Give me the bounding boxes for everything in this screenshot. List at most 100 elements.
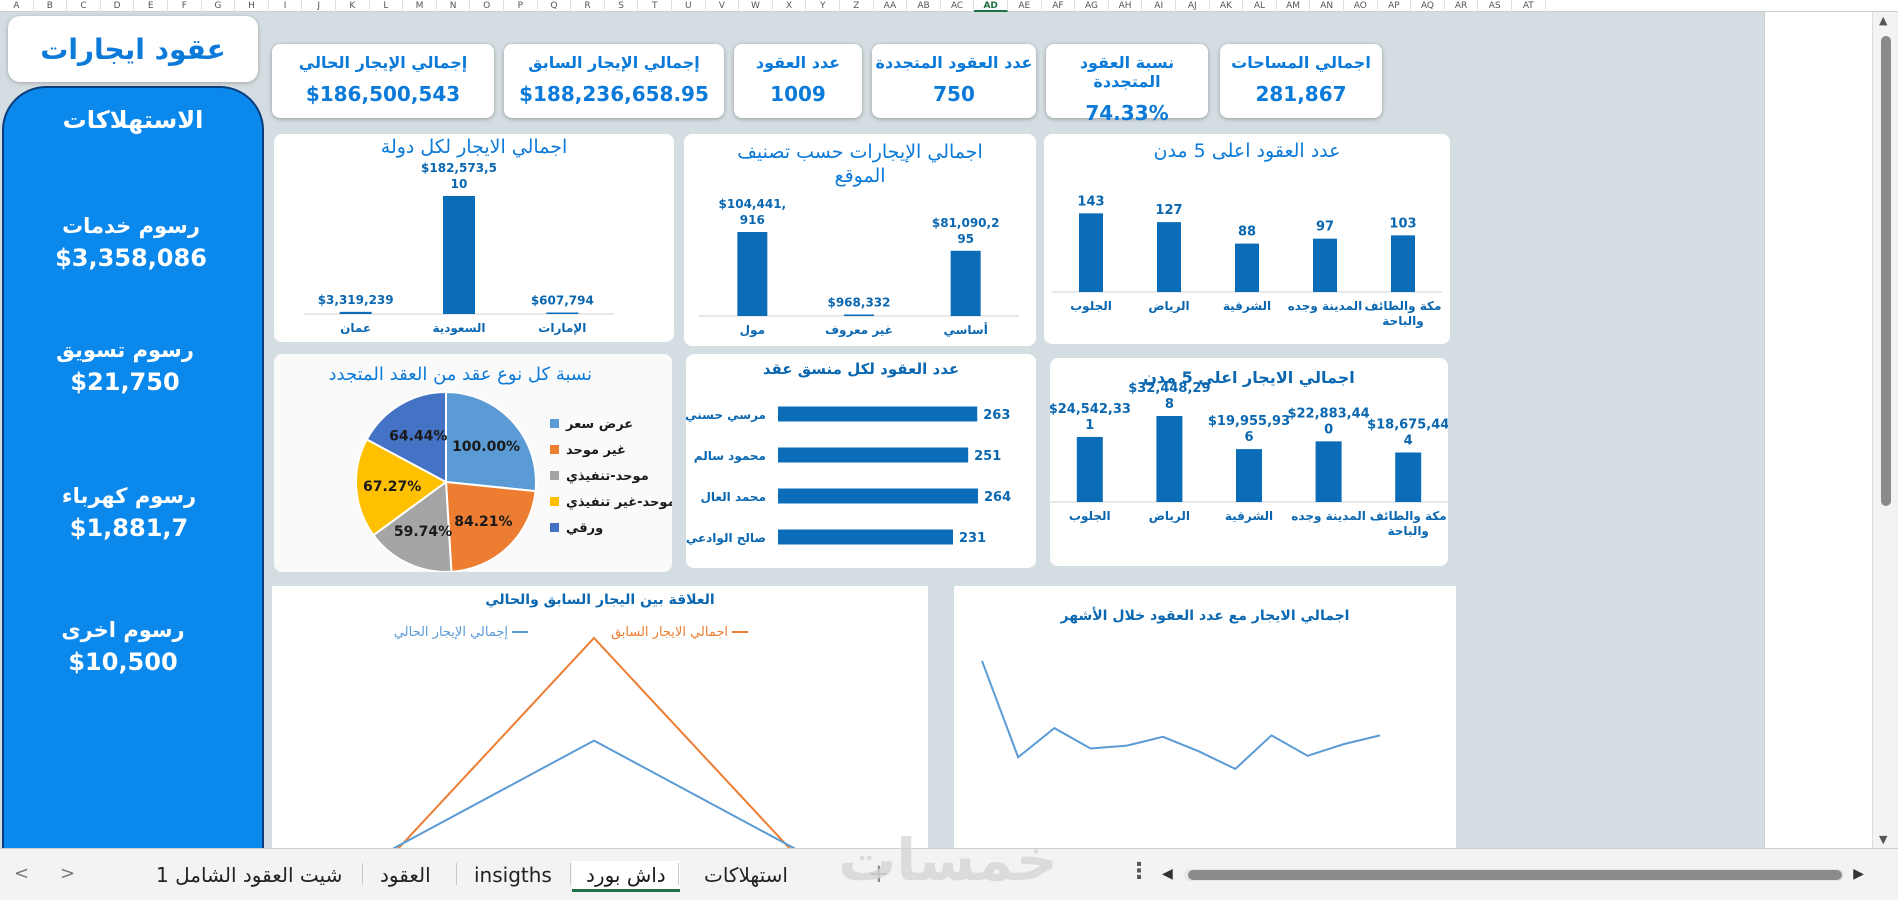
horizontal-scroll-thumb[interactable] bbox=[1188, 870, 1842, 880]
scroll-down-icon[interactable]: ▼ bbox=[1879, 833, 1888, 846]
column-header[interactable]: AP bbox=[1378, 0, 1412, 12]
column-header[interactable]: AJ bbox=[1176, 0, 1210, 12]
column-header[interactable]: P bbox=[504, 0, 538, 12]
chart-renewal-type-share[interactable]: نسبة كل نوع عقد من العقد المتجدد 100.00%… bbox=[274, 354, 672, 572]
data-label: $19,955,93 6 bbox=[1208, 414, 1290, 445]
column-header[interactable]: X bbox=[773, 0, 807, 12]
vertical-scrollbar[interactable]: ▲ ▼ bbox=[1872, 12, 1898, 848]
data-label: 251 bbox=[974, 449, 1001, 464]
scroll-right-icon[interactable]: ▶ bbox=[1853, 866, 1864, 882]
sheet-tab-active[interactable]: داش بورد bbox=[572, 861, 680, 892]
data-label: 88 bbox=[1238, 225, 1256, 240]
slice-label: 100.00% bbox=[452, 439, 520, 455]
kpi-renewed-ratio: نسبة العقود المتجددة 74.33% bbox=[1046, 44, 1208, 125]
column-header[interactable]: J bbox=[302, 0, 336, 12]
column-header[interactable]: S bbox=[605, 0, 639, 12]
column-header[interactable]: K bbox=[336, 0, 370, 12]
sheet-tab[interactable]: insigths bbox=[474, 863, 552, 887]
column-header[interactable]: Q bbox=[538, 0, 572, 12]
column-header[interactable]: B bbox=[34, 0, 68, 12]
column-header[interactable]: F bbox=[168, 0, 202, 12]
column-header[interactable]: AB bbox=[907, 0, 941, 12]
more-options-icon[interactable]: ⋮ bbox=[1128, 859, 1150, 884]
chart-prev-vs-current-rent[interactable]: العلاقة بين اليجار السابق والحالي اجمالي… bbox=[272, 586, 928, 848]
column-header[interactable]: AA bbox=[874, 0, 908, 12]
dashboard-title-box: عقود ايجارات bbox=[8, 16, 258, 82]
column-header[interactable]: AN bbox=[1310, 0, 1344, 12]
chart-contracts-top5-cities[interactable]: عدد العقود اعلى 5 مدن 143 الجلوب 127 الرياض… bbox=[1044, 134, 1450, 344]
scroll-left-icon[interactable]: ◀ bbox=[1162, 866, 1173, 882]
sheet-tab[interactable]: شيت العقود الشامل 1 bbox=[156, 863, 343, 887]
chart-title: نسبة كل نوع عقد من العقد المتجدد bbox=[328, 364, 593, 385]
chart-title: اجمالي الايجار مع عدد العقود خلال الأشهر bbox=[1060, 608, 1350, 624]
chart-rent-by-month[interactable]: اجمالي الايجار مع عدد العقود خلال الأشهر bbox=[954, 586, 1456, 848]
scroll-up-icon[interactable]: ▲ bbox=[1879, 14, 1888, 27]
kpi-value: 281,867 bbox=[1255, 82, 1347, 106]
category-label: الشرقية bbox=[1223, 299, 1271, 313]
column-header[interactable]: D bbox=[101, 0, 135, 12]
column-header[interactable]: AG bbox=[1075, 0, 1109, 12]
tab-separator bbox=[570, 863, 571, 885]
horizontal-scrollbar[interactable]: ◀ ▶ bbox=[1162, 866, 1864, 883]
column-header[interactable]: AE bbox=[1008, 0, 1042, 12]
bar bbox=[778, 447, 969, 463]
column-header[interactable]: AT bbox=[1512, 0, 1546, 12]
column-header[interactable]: Z bbox=[840, 0, 874, 12]
bar bbox=[1236, 449, 1262, 502]
column-header[interactable]: M bbox=[403, 0, 437, 12]
add-sheet-icon[interactable]: + bbox=[868, 859, 890, 889]
column-header[interactable]: AF bbox=[1042, 0, 1076, 12]
chart-contracts-per-coordinator[interactable]: عدد العقود لكل منسق عقد 263 مرسي حسني 251 م… bbox=[686, 354, 1036, 568]
column-header[interactable]: N bbox=[437, 0, 471, 12]
column-header[interactable]: A bbox=[0, 0, 34, 12]
column-header[interactable]: T bbox=[638, 0, 672, 12]
sheet-tab[interactable]: العقود bbox=[380, 863, 431, 887]
sheet-tab[interactable]: استهلاكات bbox=[704, 863, 788, 887]
tab-separator bbox=[678, 863, 679, 885]
legend-swatch bbox=[550, 419, 559, 428]
empty-grid-area[interactable] bbox=[1764, 12, 1872, 848]
column-header[interactable]: O bbox=[470, 0, 504, 12]
data-label: 143 bbox=[1077, 194, 1104, 209]
chart-title: عدد العقود لكل منسق عقد bbox=[762, 360, 960, 378]
column-header[interactable]: H bbox=[235, 0, 269, 12]
category-label: الجلوب bbox=[1069, 509, 1111, 524]
column-header[interactable]: Y bbox=[806, 0, 840, 12]
column-header[interactable]: AO bbox=[1344, 0, 1378, 12]
column-header[interactable]: W bbox=[739, 0, 773, 12]
column-header[interactable]: AS bbox=[1478, 0, 1512, 12]
category-label: السعودية bbox=[432, 321, 485, 336]
legend-label: موحد-غير تنفيذي bbox=[566, 495, 672, 510]
column-header[interactable]: L bbox=[370, 0, 404, 12]
category-label: المدينة وجده bbox=[1291, 509, 1366, 524]
column-header[interactable]: C bbox=[67, 0, 101, 12]
column-header[interactable]: R bbox=[571, 0, 605, 12]
column-header[interactable]: AD bbox=[974, 0, 1008, 12]
column-header[interactable]: G bbox=[202, 0, 236, 12]
tabs-next-icon[interactable]: > bbox=[60, 863, 76, 884]
column-header[interactable]: I bbox=[269, 0, 303, 12]
chart-rent-top5-cities[interactable]: اجمالي الايجار اعلى 5 مدن $24,542,33 1 الج… bbox=[1050, 358, 1448, 566]
kpi-contracts-count: عدد العقود 1009 bbox=[734, 44, 862, 118]
chart-rent-by-location-class[interactable]: اجمالي الإيجارات حسب تصنيف الموقع $104,4… bbox=[684, 134, 1036, 346]
column-header-strip: A B C D E F G H I J K L M N O P Q R S T U V W X Y Z AA AB AC AD AE AF AG… bbox=[0, 0, 1898, 12]
data-label: $32,448,29 8 bbox=[1128, 381, 1210, 412]
tabs-prev-icon[interactable]: < bbox=[14, 863, 30, 884]
column-header[interactable]: AI bbox=[1142, 0, 1176, 12]
kpi-total-area: اجمالي المساحات 281,867 bbox=[1220, 44, 1382, 118]
vertical-scroll-thumb[interactable] bbox=[1881, 36, 1891, 506]
column-header[interactable]: AH bbox=[1109, 0, 1143, 12]
column-header[interactable]: AR bbox=[1445, 0, 1479, 12]
column-header[interactable]: AM bbox=[1277, 0, 1311, 12]
fee-value: $1,881,7 bbox=[69, 514, 189, 542]
chart-rent-by-country[interactable]: اجمالي الايجار لكل دولة $3,319,239 عمان $1… bbox=[274, 134, 674, 342]
column-header[interactable]: AL bbox=[1243, 0, 1277, 12]
column-header[interactable]: AQ bbox=[1411, 0, 1445, 12]
kpi-value: $188,236,658.95 bbox=[519, 82, 709, 106]
column-header[interactable]: V bbox=[706, 0, 740, 12]
column-header[interactable]: E bbox=[134, 0, 168, 12]
column-header[interactable]: U bbox=[672, 0, 706, 12]
tab-separator bbox=[362, 863, 363, 885]
column-header[interactable]: AK bbox=[1210, 0, 1244, 12]
column-header[interactable]: AC bbox=[941, 0, 975, 12]
